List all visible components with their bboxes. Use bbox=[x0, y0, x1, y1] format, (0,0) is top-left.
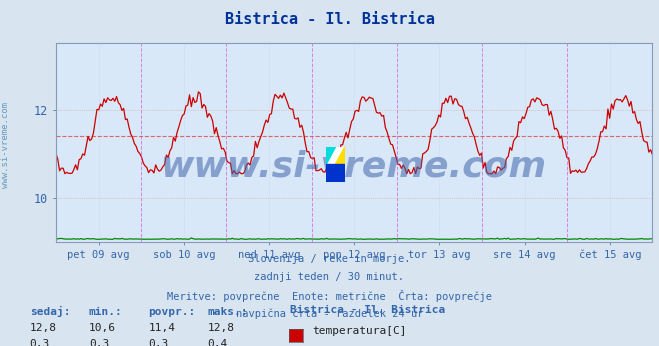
Text: 10,6: 10,6 bbox=[89, 324, 116, 334]
Polygon shape bbox=[335, 147, 345, 164]
Text: 0,3: 0,3 bbox=[148, 339, 169, 346]
Text: min.:: min.: bbox=[89, 307, 123, 317]
Text: sedaj:: sedaj: bbox=[30, 306, 70, 317]
Text: 0,3: 0,3 bbox=[30, 339, 50, 346]
Text: navpična črta - razdelek 24 ur: navpična črta - razdelek 24 ur bbox=[236, 308, 423, 319]
Text: 12,8: 12,8 bbox=[208, 324, 235, 334]
Text: 12,8: 12,8 bbox=[30, 324, 57, 334]
Text: www.si-vreme.com: www.si-vreme.com bbox=[161, 149, 547, 184]
Text: Meritve: povprečne  Enote: metrične  Črta: povprečje: Meritve: povprečne Enote: metrične Črta:… bbox=[167, 290, 492, 302]
Text: www.si-vreme.com: www.si-vreme.com bbox=[1, 102, 10, 188]
Text: Slovenija / reke in morje.: Slovenija / reke in morje. bbox=[248, 254, 411, 264]
Polygon shape bbox=[326, 164, 345, 182]
Text: 11,4: 11,4 bbox=[148, 324, 175, 334]
Text: 0,3: 0,3 bbox=[89, 339, 109, 346]
Polygon shape bbox=[326, 147, 335, 164]
Text: Bistrica - Il. Bistrica: Bistrica - Il. Bistrica bbox=[290, 305, 445, 315]
Text: Bistrica - Il. Bistrica: Bistrica - Il. Bistrica bbox=[225, 12, 434, 27]
Text: zadnji teden / 30 minut.: zadnji teden / 30 minut. bbox=[254, 272, 405, 282]
Text: 0,4: 0,4 bbox=[208, 339, 228, 346]
Text: maks.:: maks.: bbox=[208, 307, 248, 317]
Text: povpr.:: povpr.: bbox=[148, 307, 196, 317]
Text: temperatura[C]: temperatura[C] bbox=[312, 326, 407, 336]
